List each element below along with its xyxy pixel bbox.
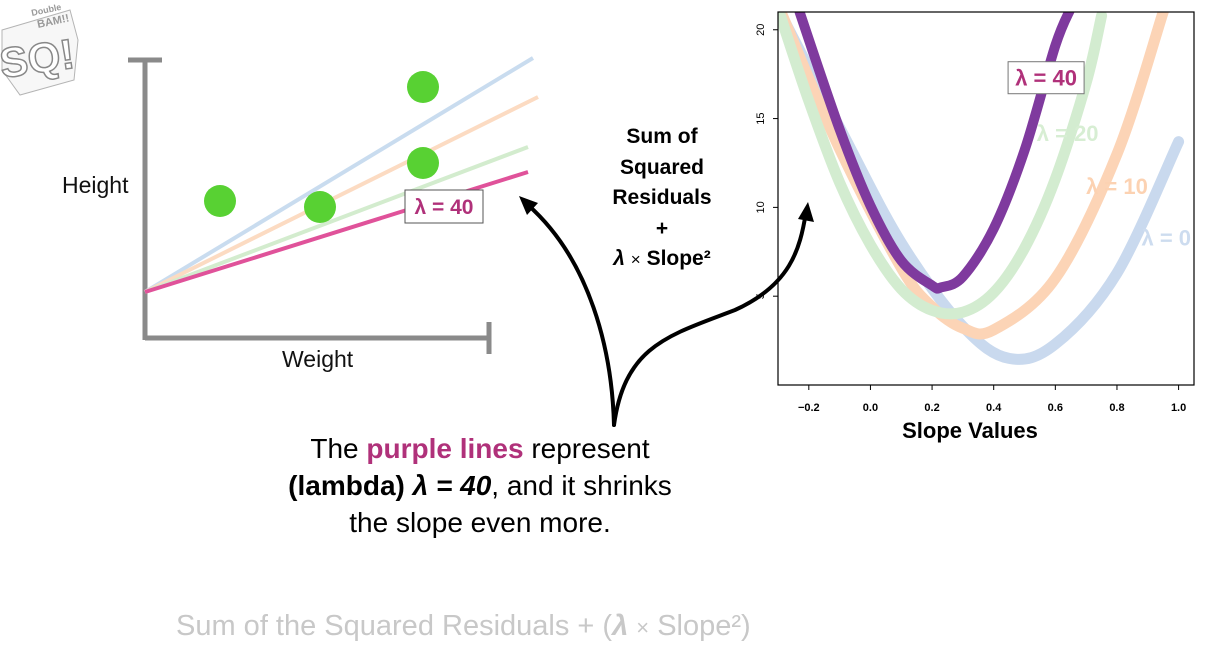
caption-text: The [310,433,359,464]
caption: The purple lines represent (lambda) λ = … [230,430,730,541]
chart-frame [777,11,1195,386]
footer-times: × [636,615,650,640]
ssr-times: × [630,250,641,269]
curve-10 [778,12,1169,340]
y-tick-label: 20 [755,24,767,36]
stat-squatch-logo: Double BAM!! SQ! [0,2,79,96]
caption-text: represent [531,433,650,464]
x-tick-label: −0.2 [798,402,820,414]
arrowhead-right [798,202,814,222]
left-plot: λ = 40 [128,56,539,354]
caption-highlight: purple lines [366,433,524,464]
y-axis-label-height: Height [62,172,129,198]
x-tick-label: 0.0 [863,402,878,414]
x-tick-label: 0.4 [986,402,1002,414]
x-tick-label: 0.8 [1109,402,1124,414]
x-axis-label-weight: Weight [282,346,354,372]
footer-formula: Sum of the Squared Residuals + (λ × Slop… [176,610,751,643]
ssr-line-3: Residuals [612,186,712,209]
logo-text-main: SQ! [0,30,77,87]
caption-line-3: the slope even more. [349,507,611,538]
caption-line-1: The purple lines represent [230,430,730,467]
fit-line-orange [144,95,539,294]
curve-label-box [1007,61,1085,95]
footer-lambda: λ [612,610,629,642]
arrow-to-right-chart [612,210,808,427]
x-tick-label: 1.0 [1171,402,1186,414]
y-tick-label: 15 [755,112,767,124]
curve-label: λ = 40 [1015,66,1077,91]
x-tick-label: 0.6 [1048,402,1063,414]
ssr-chart: −0.2 0.0 0.2 0.4 0.6 0.8 1.0 5 10 15 20 λ = 40 λ =… [755,11,1195,443]
data-point [304,191,336,223]
footer-text: Sum of the Squared Residuals + ( [176,610,613,642]
caption-line-2: (lambda) λ = 40, and it shrinks [230,467,730,504]
curve-label: λ = 10 [1086,174,1148,199]
ssr-lambda: λ [613,247,625,270]
x-axis-title: Slope Values [902,418,1038,443]
curve-20 [778,12,1108,320]
data-point [407,71,439,103]
y-tick-label: 10 [755,201,767,213]
curve-label: λ = 0 [1141,226,1191,251]
footer-text: Slope²) [657,610,751,642]
curve-40 [794,12,1075,294]
fit-line-green [144,145,529,294]
ssr-formula-label: Sum of Squared Residuals + λ × Slope² [602,122,722,276]
curve-label: λ = 20 [1037,121,1099,146]
ssr-line-penalty: λ × Slope² [602,244,722,276]
data-point [204,185,236,217]
x-tick-label: 0.2 [924,402,939,414]
caption-lambda: λ = 40 [412,470,492,501]
caption-text: , and it shrinks [491,470,672,501]
ssr-line-plus: + [655,216,669,240]
lambda-40-label: λ = 40 [415,196,474,219]
arrow-to-left-plot [526,203,616,427]
left-plot-axes [128,57,492,354]
ssr-line-2: Squared [619,155,705,179]
caption-bold: (lambda) [288,470,405,501]
data-point [407,147,439,179]
fit-line-blue [143,56,535,294]
y-tick-label: 5 [755,293,767,299]
arrowhead-left [519,196,538,215]
ssr-line-1: Sum of [626,125,698,148]
ssr-slope-squared: Slope² [646,247,711,270]
lambda-40-label-box [404,189,484,224]
pointer-arrows [526,203,808,427]
